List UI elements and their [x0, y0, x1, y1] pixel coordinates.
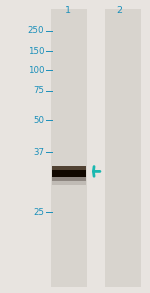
Text: 100: 100: [28, 66, 44, 75]
Text: 1: 1: [65, 6, 71, 15]
Text: 25: 25: [33, 208, 44, 217]
Bar: [52, 175, 86, 177]
Bar: [52, 166, 86, 170]
Bar: [105, 9, 141, 287]
Text: 50: 50: [33, 116, 44, 125]
Text: 37: 37: [33, 148, 44, 157]
Text: 250: 250: [28, 26, 44, 35]
Text: 75: 75: [33, 86, 44, 95]
Text: 150: 150: [28, 47, 44, 56]
Bar: [52, 175, 86, 185]
Bar: [52, 175, 86, 181]
Bar: [52, 170, 86, 177]
Bar: [51, 9, 87, 287]
Text: 2: 2: [116, 6, 122, 15]
